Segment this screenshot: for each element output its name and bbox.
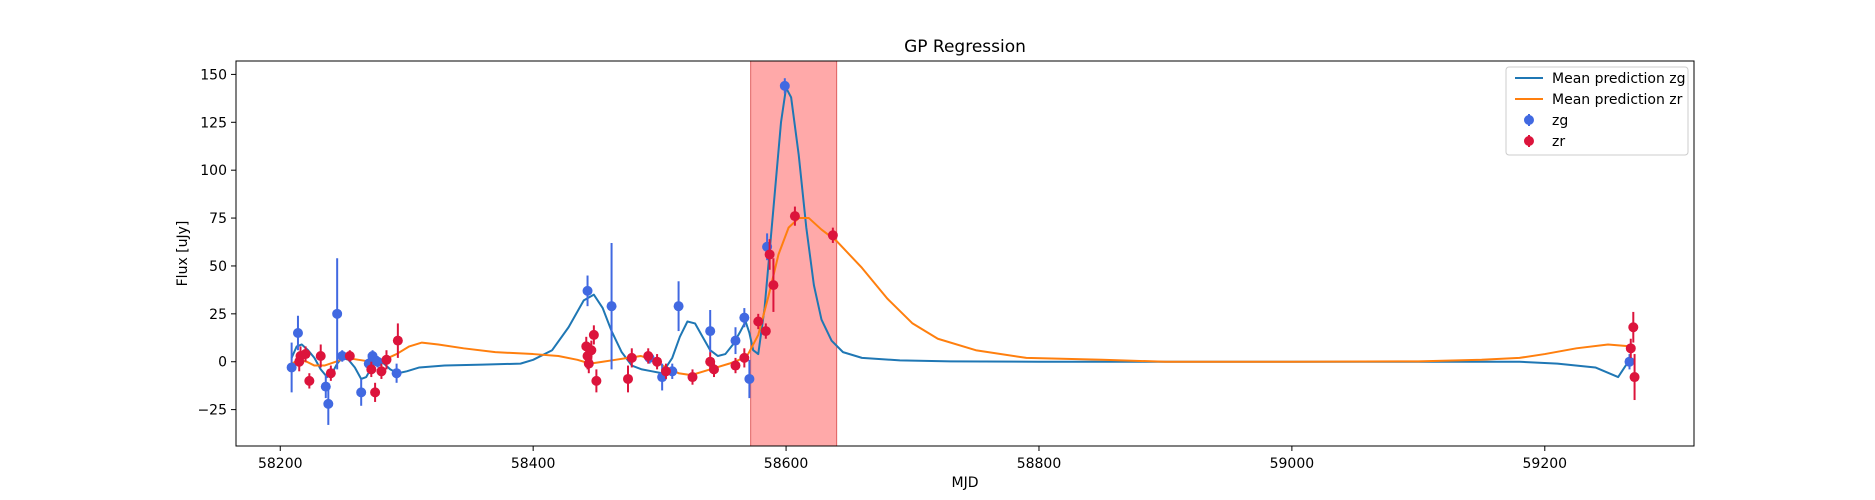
legend-item-mean-prediction-zg: Mean prediction zg xyxy=(1515,71,1686,87)
x-tick-label: 59000 xyxy=(1270,456,1315,472)
legend-item-mean-prediction-zr: Mean prediction zr xyxy=(1515,92,1683,108)
data-point xyxy=(588,329,599,340)
series-points-zg xyxy=(286,78,1635,425)
x-tick-label: 58400 xyxy=(511,456,556,472)
series-layer xyxy=(286,78,1640,425)
data-point xyxy=(643,350,654,361)
data-point xyxy=(606,301,617,312)
legend-label: zg xyxy=(1552,113,1568,129)
legend-label: Mean prediction zg xyxy=(1552,71,1686,87)
legend-label: Mean prediction zr xyxy=(1552,92,1683,108)
plot-frame xyxy=(235,60,1695,447)
data-point xyxy=(1629,372,1640,383)
x-axis-label: MJD xyxy=(952,475,979,491)
legend: Mean prediction zg Mean prediction zr zg zr xyxy=(1505,66,1689,156)
data-point xyxy=(623,373,634,384)
data-point xyxy=(652,356,663,367)
data-point xyxy=(705,326,716,337)
data-point xyxy=(300,349,311,360)
data-point xyxy=(315,350,326,361)
data-point xyxy=(370,387,381,398)
x-axis: 58200 58400 58600 58800 59000 59200 xyxy=(258,446,1567,472)
data-point xyxy=(582,285,593,296)
data-point xyxy=(827,230,838,241)
data-point xyxy=(739,352,750,363)
data-point xyxy=(332,308,343,319)
data-point xyxy=(366,364,377,375)
data-point xyxy=(356,387,367,398)
x-tick-label: 58200 xyxy=(258,456,303,472)
y-tick-label: −25 xyxy=(197,403,227,419)
data-point xyxy=(376,366,387,377)
data-point xyxy=(323,398,334,409)
data-point xyxy=(286,362,297,373)
data-point xyxy=(739,312,750,323)
y-tick-label: 0 xyxy=(218,355,227,371)
data-point xyxy=(673,301,684,312)
plot-area xyxy=(236,61,1694,446)
x-tick-label: 58600 xyxy=(764,456,809,472)
data-point xyxy=(779,80,790,91)
data-point xyxy=(344,350,355,361)
legend-box xyxy=(1505,66,1689,156)
data-point xyxy=(753,316,764,327)
data-point xyxy=(337,350,348,361)
data-point xyxy=(392,335,403,346)
data-point xyxy=(708,364,719,375)
legend-label: zr xyxy=(1552,134,1565,150)
data-point xyxy=(1624,356,1635,367)
data-point xyxy=(730,360,741,371)
legend-swatch xyxy=(1524,115,1534,125)
y-axis-label: Flux [uJy] xyxy=(175,221,191,287)
data-point xyxy=(687,372,698,383)
x-tick-label: 59200 xyxy=(1523,456,1568,472)
data-point xyxy=(1625,343,1636,354)
y-tick-label: 75 xyxy=(209,211,227,227)
y-tick-label: 25 xyxy=(209,307,227,323)
data-point xyxy=(744,373,755,384)
legend-swatch xyxy=(1524,136,1534,146)
y-tick-label: 50 xyxy=(209,259,227,275)
data-point xyxy=(789,211,800,222)
data-point xyxy=(730,335,741,346)
data-point xyxy=(705,356,716,367)
data-point xyxy=(660,366,671,377)
series-points-zr xyxy=(294,206,1640,402)
x-tick-label: 58800 xyxy=(1017,456,1062,472)
data-point xyxy=(583,358,594,369)
legend-item-zr: zr xyxy=(1524,134,1565,150)
series-line-mean-prediction-zg xyxy=(290,86,1632,380)
y-tick-label: 125 xyxy=(200,115,227,131)
data-point xyxy=(760,326,771,337)
legend-item-zg: zg xyxy=(1524,113,1568,129)
data-point xyxy=(292,327,303,338)
y-axis: −25 0 25 50 75 100 125 150 xyxy=(197,67,236,419)
data-point xyxy=(381,354,392,365)
data-point xyxy=(764,249,775,260)
data-point xyxy=(586,345,597,356)
data-point xyxy=(325,368,336,379)
data-point xyxy=(372,356,383,367)
data-point xyxy=(768,280,779,291)
data-point xyxy=(1628,322,1639,333)
data-point xyxy=(626,352,637,363)
data-point xyxy=(591,375,602,386)
y-tick-label: 100 xyxy=(200,163,227,179)
data-point xyxy=(304,375,315,386)
data-point xyxy=(391,368,402,379)
chart-title: GP Regression xyxy=(904,37,1026,57)
y-tick-label: 150 xyxy=(200,67,227,83)
